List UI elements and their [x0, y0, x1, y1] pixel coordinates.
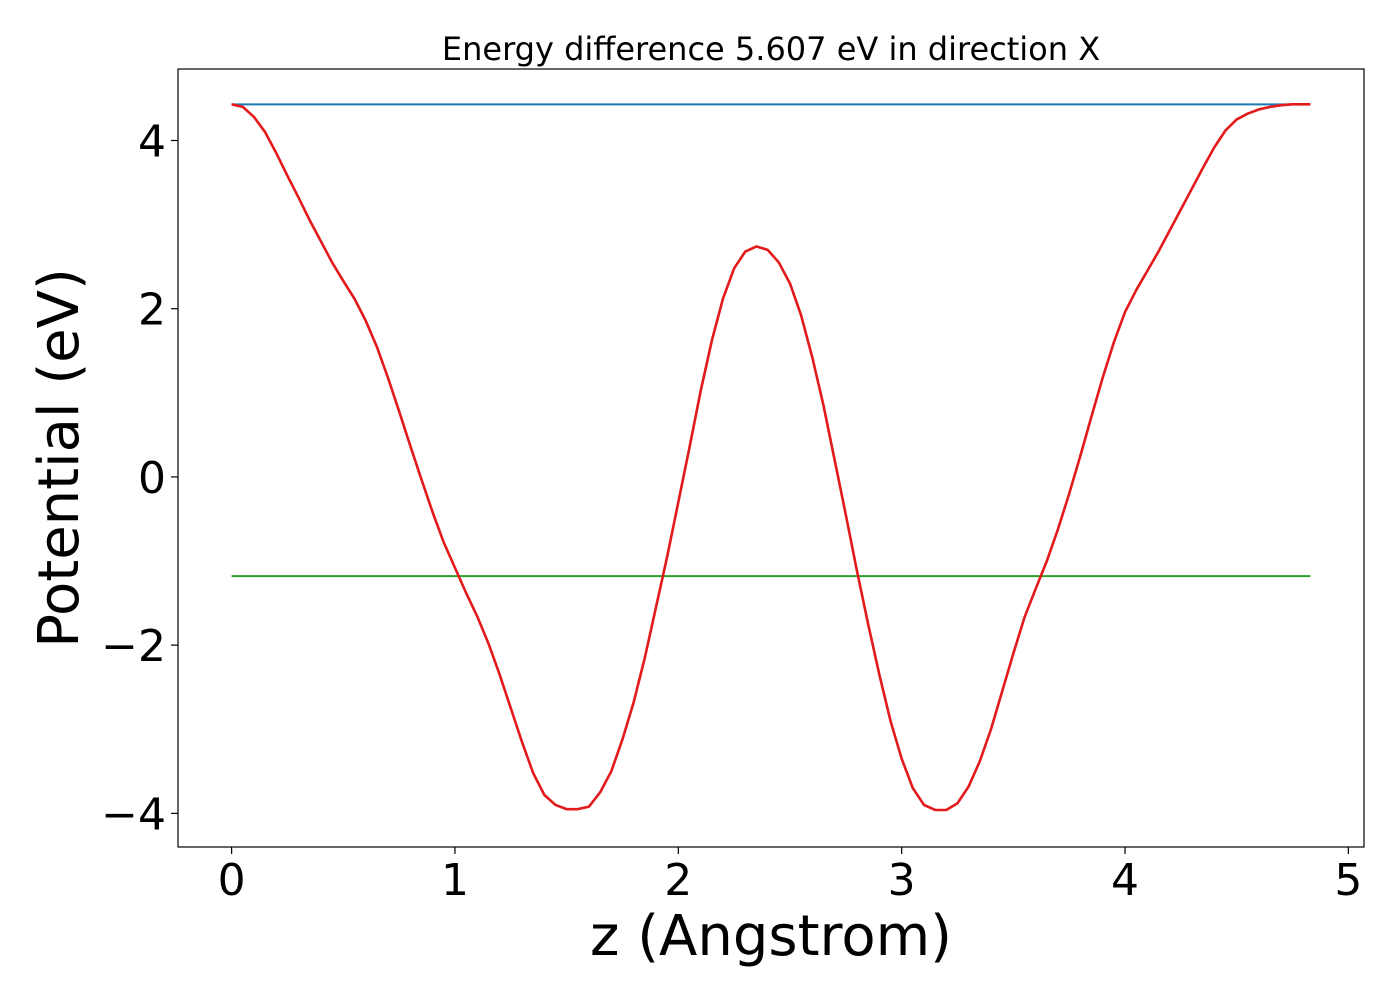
series-line-3: [231, 103, 1311, 812]
y-axis-ticks: −4 −2 0 2 4: [101, 116, 178, 840]
y-tick-label: −4: [101, 789, 166, 840]
x-tick-label: 2: [664, 855, 692, 906]
x-tick-label: 4: [1111, 855, 1139, 906]
x-axis-ticks: 0 1 2 3 4 5: [218, 847, 1362, 906]
chart-title: Energy difference 5.607 eV in direction …: [442, 30, 1100, 68]
y-axis-label: Potential (eV): [27, 268, 92, 648]
axes-frame: [177, 68, 1365, 848]
y-tick-label: 0: [138, 453, 166, 504]
y-tick-label: 4: [138, 116, 166, 167]
y-tick-label: −2: [101, 621, 166, 672]
x-tick-label: 3: [888, 855, 916, 906]
plot-area: [177, 68, 1365, 848]
x-axis-label: z (Angstrom): [590, 904, 952, 969]
x-tick-label: 0: [218, 855, 246, 906]
y-tick-label: 2: [138, 285, 166, 336]
x-tick-label: 5: [1334, 855, 1362, 906]
x-tick-label: 1: [441, 855, 469, 906]
